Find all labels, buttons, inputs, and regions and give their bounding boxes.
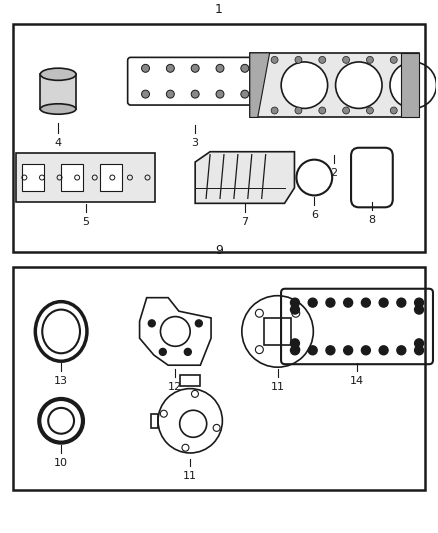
Text: 1: 1 bbox=[215, 3, 223, 15]
Circle shape bbox=[141, 64, 149, 72]
Circle shape bbox=[390, 107, 397, 114]
Bar bbox=[17, 152, 155, 203]
Text: 10: 10 bbox=[54, 457, 68, 467]
Ellipse shape bbox=[40, 68, 76, 80]
Circle shape bbox=[344, 346, 353, 355]
Circle shape bbox=[367, 56, 374, 63]
Text: 5: 5 bbox=[82, 217, 89, 227]
Circle shape bbox=[216, 90, 224, 98]
Circle shape bbox=[319, 56, 326, 63]
Bar bbox=[250, 53, 419, 117]
Circle shape bbox=[308, 346, 317, 355]
Text: 13: 13 bbox=[54, 376, 68, 386]
Circle shape bbox=[390, 56, 397, 63]
Circle shape bbox=[271, 56, 278, 63]
Circle shape bbox=[379, 298, 388, 307]
Text: 12: 12 bbox=[168, 382, 182, 392]
Bar bbox=[14, 267, 424, 490]
Ellipse shape bbox=[40, 104, 76, 114]
Text: 7: 7 bbox=[241, 217, 248, 227]
Circle shape bbox=[290, 305, 300, 314]
Circle shape bbox=[241, 64, 249, 72]
Circle shape bbox=[159, 349, 166, 356]
Bar bbox=[22, 164, 44, 191]
Text: 11: 11 bbox=[183, 471, 197, 481]
Polygon shape bbox=[195, 152, 294, 204]
Circle shape bbox=[166, 90, 174, 98]
Circle shape bbox=[141, 90, 149, 98]
Circle shape bbox=[184, 349, 191, 356]
Bar bbox=[14, 23, 424, 252]
Circle shape bbox=[326, 298, 335, 307]
Circle shape bbox=[415, 339, 424, 348]
Circle shape bbox=[290, 339, 300, 348]
Polygon shape bbox=[250, 53, 270, 117]
Circle shape bbox=[290, 346, 300, 355]
Circle shape bbox=[295, 107, 302, 114]
Text: 2: 2 bbox=[331, 167, 338, 177]
Bar bbox=[264, 318, 291, 345]
Circle shape bbox=[390, 62, 436, 108]
Text: 8: 8 bbox=[368, 215, 375, 225]
Circle shape bbox=[308, 298, 317, 307]
Circle shape bbox=[361, 346, 371, 355]
Bar bbox=[100, 164, 122, 191]
Circle shape bbox=[191, 64, 199, 72]
Circle shape bbox=[326, 346, 335, 355]
Circle shape bbox=[295, 56, 302, 63]
Circle shape bbox=[397, 346, 406, 355]
Circle shape bbox=[281, 62, 328, 108]
Circle shape bbox=[319, 107, 326, 114]
Bar bbox=[40, 74, 76, 109]
Text: 11: 11 bbox=[271, 382, 285, 392]
Circle shape bbox=[415, 346, 424, 355]
Circle shape bbox=[166, 64, 174, 72]
Circle shape bbox=[336, 62, 382, 108]
Circle shape bbox=[415, 305, 424, 314]
Text: 3: 3 bbox=[192, 138, 199, 148]
Circle shape bbox=[195, 320, 202, 327]
Text: 4: 4 bbox=[55, 138, 62, 148]
Circle shape bbox=[415, 298, 424, 307]
Text: 9: 9 bbox=[215, 244, 223, 257]
Circle shape bbox=[241, 90, 249, 98]
Circle shape bbox=[379, 346, 388, 355]
Bar bbox=[180, 375, 200, 386]
Circle shape bbox=[344, 298, 353, 307]
Circle shape bbox=[290, 298, 300, 307]
Circle shape bbox=[397, 298, 406, 307]
Circle shape bbox=[367, 107, 374, 114]
Circle shape bbox=[271, 107, 278, 114]
Circle shape bbox=[191, 90, 199, 98]
Circle shape bbox=[216, 64, 224, 72]
Text: 6: 6 bbox=[311, 211, 318, 220]
Circle shape bbox=[361, 298, 371, 307]
Bar bbox=[401, 53, 419, 117]
Text: 14: 14 bbox=[350, 376, 364, 386]
Circle shape bbox=[148, 320, 155, 327]
Circle shape bbox=[343, 107, 350, 114]
Circle shape bbox=[343, 56, 350, 63]
Bar bbox=[61, 164, 83, 191]
